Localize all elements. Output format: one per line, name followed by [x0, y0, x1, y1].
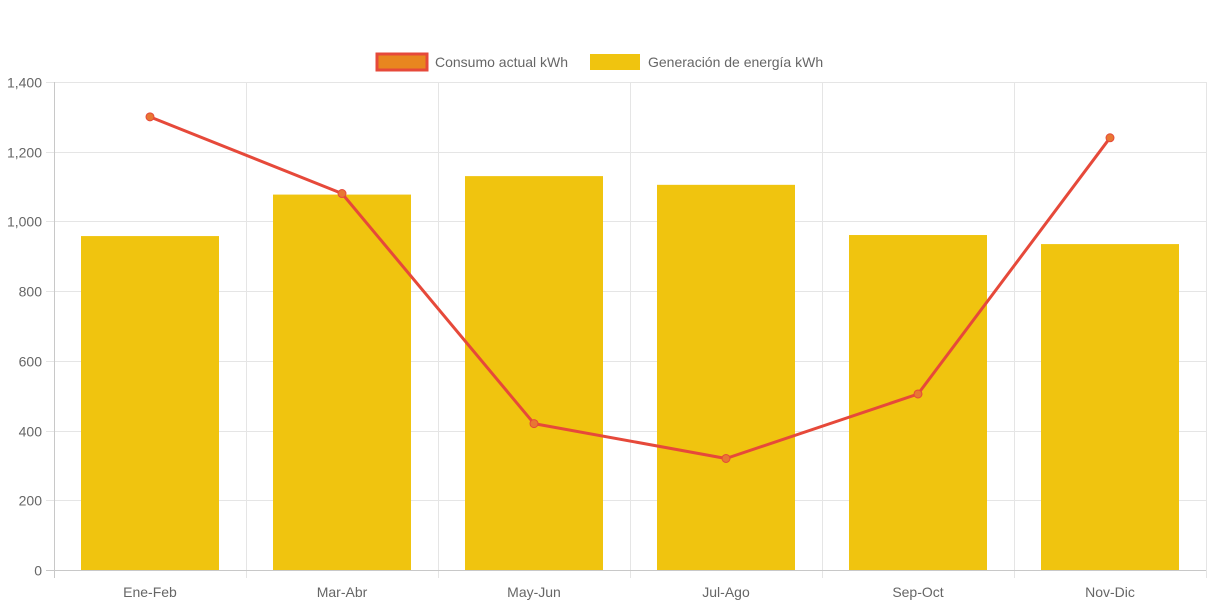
- y-tick-label: 200: [19, 493, 43, 509]
- bar-series: [81, 176, 1179, 571]
- line-consumo: [149, 115, 1112, 460]
- y-tick-label: 1,200: [7, 145, 42, 161]
- bar-generacion-sep-oct[interactable]: [849, 235, 987, 570]
- bar-generacion-nov-dic[interactable]: [1041, 244, 1179, 571]
- bar-generacion-mar-abr[interactable]: [273, 194, 411, 571]
- line-series: [145, 112, 1115, 463]
- y-tick-label: 1,400: [7, 75, 42, 91]
- legend: Consumo actual kWh Generación de energía…: [375, 52, 823, 72]
- x-tick-label: Jul-Ago: [702, 584, 750, 600]
- legend-label-consumo[interactable]: Consumo actual kWh: [435, 54, 568, 70]
- x-tick-label: Ene-Feb: [123, 584, 177, 600]
- legend-swatch-generacion[interactable]: [590, 54, 640, 70]
- legend-swatch-consumo[interactable]: [375, 52, 429, 72]
- point-consumo-ene-feb[interactable]: [145, 112, 155, 122]
- y-tick-label: 0: [34, 563, 42, 579]
- x-tick-label: May-Jun: [507, 584, 561, 600]
- y-tick-label: 600: [19, 354, 43, 370]
- point-consumo-may-jun[interactable]: [529, 419, 539, 429]
- grid-lines: [46, 82, 1207, 578]
- bar-generacion-jul-ago[interactable]: [657, 184, 795, 571]
- y-tick-label: 1,000: [7, 214, 42, 230]
- bar-generacion-ene-feb[interactable]: [81, 236, 219, 570]
- legend-label-generacion[interactable]: Generación de energía kWh: [648, 54, 823, 70]
- y-axis-tick-labels: 0 200 400 600 800 1,000 1,200 1,400: [7, 75, 42, 579]
- point-consumo-sep-oct[interactable]: [913, 389, 923, 399]
- point-consumo-jul-ago[interactable]: [721, 453, 731, 463]
- x-tick-label: Mar-Abr: [317, 584, 368, 600]
- bar-generacion-may-jun[interactable]: [465, 176, 603, 570]
- x-tick-label: Nov-Dic: [1085, 584, 1135, 600]
- y-tick-label: 400: [19, 424, 43, 440]
- point-consumo-mar-abr[interactable]: [337, 189, 347, 199]
- x-tick-label: Sep-Oct: [892, 584, 943, 600]
- y-tick-label: 800: [19, 284, 43, 300]
- point-consumo-nov-dic[interactable]: [1105, 133, 1115, 143]
- x-axis-tick-labels: Ene-Feb Mar-Abr May-Jun Jul-Ago Sep-Oct Nov-D…: [123, 584, 1135, 600]
